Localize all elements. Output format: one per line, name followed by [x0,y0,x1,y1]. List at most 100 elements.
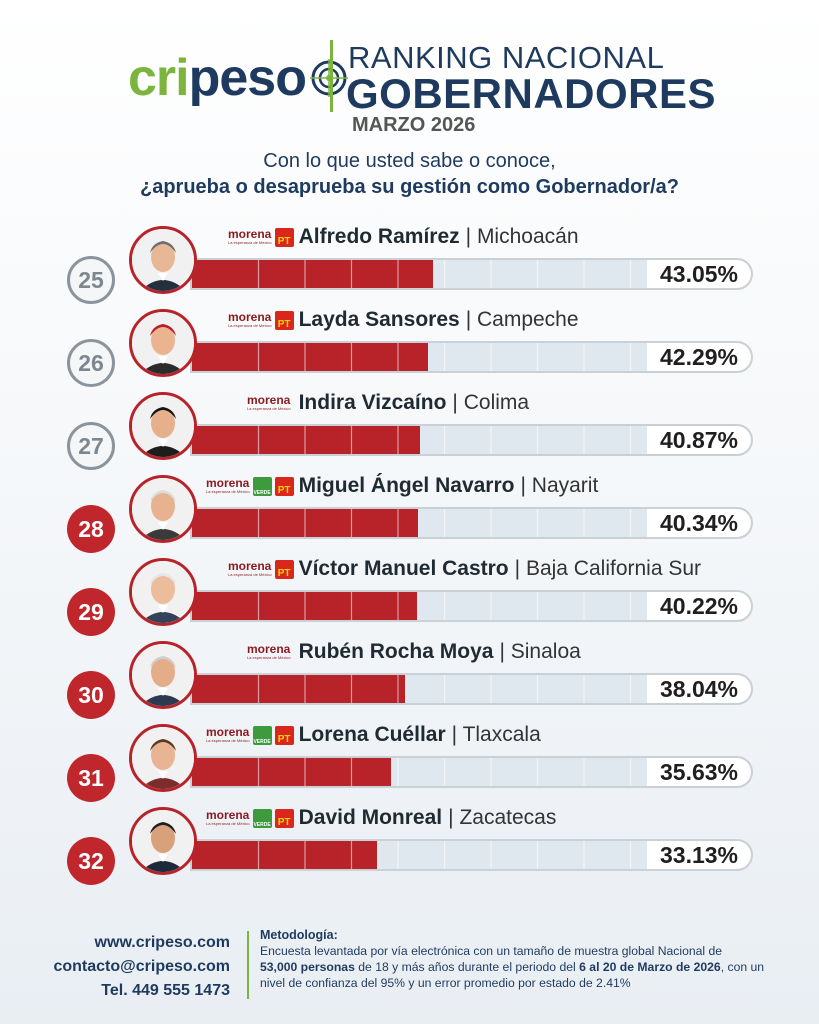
rank-badge: 28 [67,505,115,553]
governor-row: 32 33.13% morena La esperanza de México VERD… [0,805,819,893]
pt-logo: PT [274,808,294,828]
approval-bar-fill [192,426,421,454]
footer-separator [247,931,249,999]
governor-avatar [129,392,197,460]
governor-avatar [129,641,197,709]
name-state-separator: | [499,640,511,663]
methodology-text-a: Encuesta levantada por vía electrónica c… [260,944,723,958]
header-date: MARZO 2026 [352,114,476,136]
approval-value-label: 40.87% [647,426,751,454]
governor-state: | Tlaxcala [452,723,541,747]
governor-name: Víctor Manuel Castro [298,557,509,580]
name-state-separator: | [448,806,460,829]
approval-bar: 42.29% [190,341,753,373]
approval-bar: 40.22% [190,590,753,622]
approval-bar-fill [192,343,429,371]
verde-logo: VERDE [252,476,272,496]
governor-avatar [129,309,197,377]
governor-state-text: Michoacán [476,225,579,248]
rank-badge: 30 [67,671,115,719]
governor-row: 26 42.29% morena La esperanza de México PT La… [0,307,819,395]
governor-state-text: Nayarit [531,474,599,497]
approval-value-label: 43.05% [647,260,751,288]
pt-logo: PT [274,559,294,579]
party-logos: morena La esperanza de México PT [228,310,294,330]
party-logos: morena La esperanza de México VERDE PT [206,476,294,496]
governor-name: Indira Vizcaíno [298,391,447,414]
phone-number: Tel. 449 555 1473 [101,982,230,999]
approval-bar: 35.63% [190,756,753,788]
methodology-text-c: de 18 y más años durante el periodo del [354,960,580,974]
approval-bar: 43.05% [190,258,753,290]
rank-badge: 29 [67,588,115,636]
governor-avatar [129,807,197,875]
website-link[interactable]: www.cripeso.com [94,934,230,951]
morena-logo: morena La esperanza de México [228,310,272,328]
governor-state-text: Zacatecas [459,806,557,829]
logo-part-peso: peso [188,49,307,107]
governor-label: morena La esperanza de México PT Víctor Man… [228,556,701,582]
governor-state-text: Campeche [476,308,579,331]
governor-state-text: Sinaloa [510,640,581,663]
governor-row: 28 40.34% morena La esperanza de México VERD… [0,474,819,561]
morena-logo: morena La esperanza de México [247,393,291,411]
party-logos: morena La esperanza de México VERDE PT [206,808,294,828]
rank-badge: 25 [67,256,115,304]
party-logos: morena La esperanza de México [247,393,294,411]
rank-badge: 27 [67,422,115,470]
governor-row: 30 38.04% morena La esperanza de México Rubé… [0,639,819,727]
approval-value-label: 40.34% [647,509,751,537]
pt-logo: PT [274,725,294,745]
party-logos: morena La esperanza de México VERDE PT [206,725,294,745]
governor-label: morena La esperanza de México PT Alfredo Ra… [228,224,579,250]
logo-part-cri: cri [128,49,190,107]
governor-name: Miguel Ángel Navarro [298,474,515,497]
governor-state: | Michoacán [466,225,579,249]
morena-logo: morena La esperanza de México [247,642,291,660]
approval-bar: 40.87% [190,424,753,456]
governor-name: Alfredo Ramírez [298,225,460,248]
approval-bar: 33.13% [190,839,753,871]
name-state-separator: | [465,308,477,331]
governor-label: morena La esperanza de México Rubén Rocha … [247,639,581,665]
party-logos: morena La esperanza de México PT [228,227,294,247]
morena-logo: morena La esperanza de México [206,476,250,494]
methodology-sample: 53,000 personas [260,960,355,974]
party-logos: morena La esperanza de México [247,642,294,660]
verde-logo: VERDE [252,808,272,828]
morena-logo: morena La esperanza de México [206,808,250,826]
target-icon [309,59,348,97]
party-logos: morena La esperanza de México PT [228,559,294,579]
governor-row: 29 40.22% morena La esperanza de México PT Ví… [0,556,819,644]
contact-block: www.cripeso.com contacto@cripeso.com Tel… [53,931,230,1003]
approval-value-label: 40.22% [647,592,751,620]
governor-label: morena La esperanza de México VERDE PT David… [206,805,556,831]
approval-value-label: 33.13% [647,841,751,869]
approval-bar-fill [192,675,405,703]
governor-name: Layda Sansores [298,308,460,331]
pt-logo: PT [274,227,294,247]
bar-gridlines [257,343,725,371]
pt-logo: PT [274,476,294,496]
name-state-separator: | [514,557,526,580]
governor-label: morena La esperanza de México VERDE PT Loren… [206,722,541,748]
approval-bar: 40.34% [190,507,753,539]
rank-badge: 32 [67,837,115,885]
rank-badge: 31 [67,754,115,802]
governor-state: | Baja California Sur [515,557,701,581]
governor-name: David Monreal [298,806,443,829]
governor-row: 25 43.05% morena La esperanza de México PT Al… [0,224,819,312]
governor-avatar [129,724,197,792]
email-link[interactable]: contacto@cripeso.com [53,958,230,975]
governor-name: Lorena Cuéllar [298,723,446,746]
pt-logo: PT [274,310,294,330]
governor-state: | Colima [452,391,529,415]
governor-label: morena La esperanza de México PT Layda Sans… [228,307,579,333]
name-state-separator: | [452,391,464,414]
verde-logo: VERDE [252,725,272,745]
cripeso-logo: cri peso [128,50,350,106]
governor-name: Rubén Rocha Moya [298,640,494,663]
governor-row: 27 40.87% morena La esperanza de México Indi… [0,391,819,478]
methodology-text-e: , con un nivel de confianza del 95% y un… [260,960,765,990]
governor-state-text: Colima [463,391,530,414]
